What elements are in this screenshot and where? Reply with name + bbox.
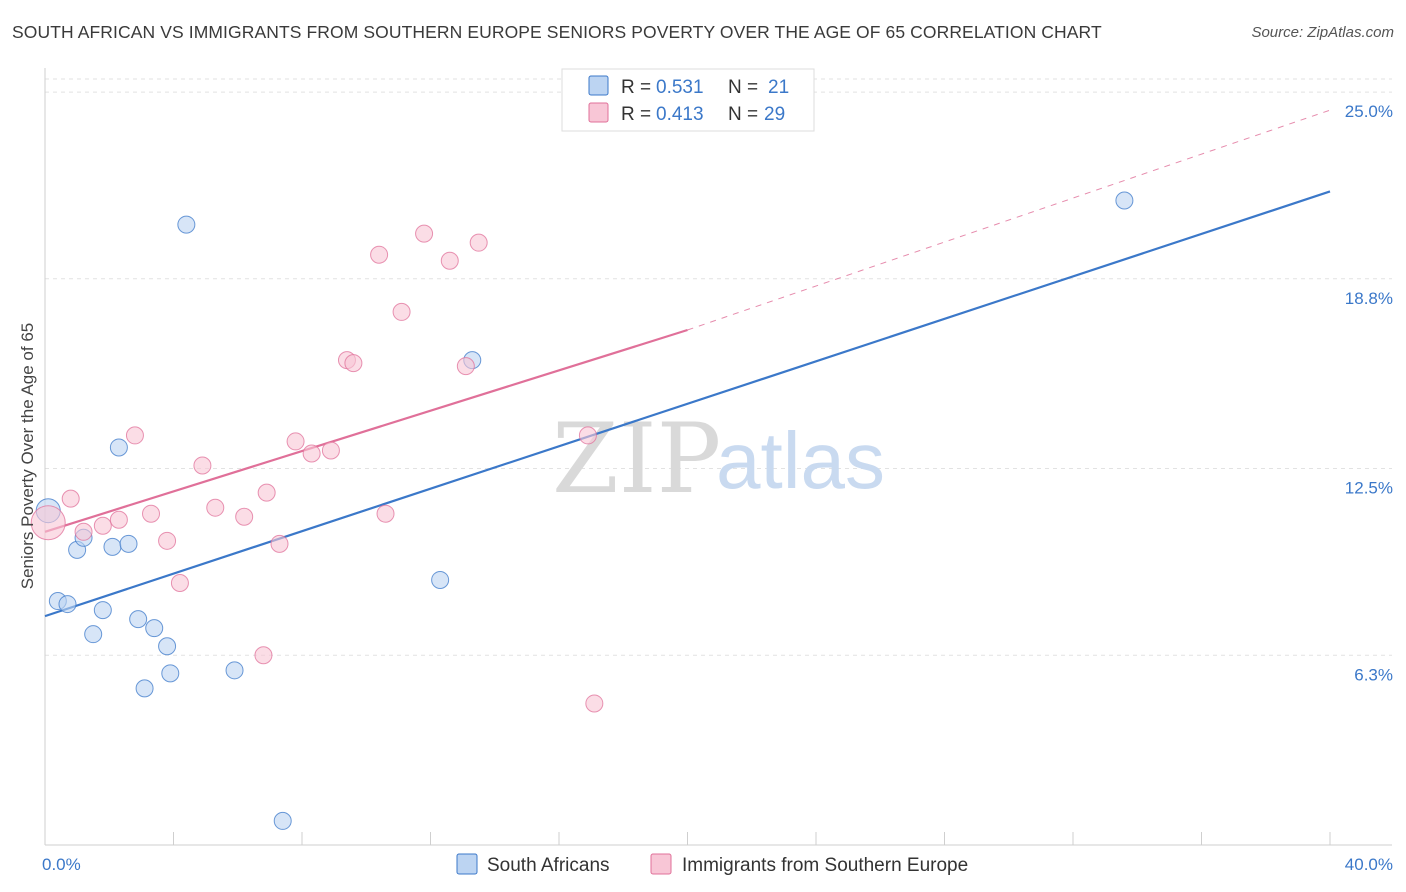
point-southern-europe-12 [254, 646, 273, 665]
point-southern-europe-1 [61, 489, 80, 508]
point-southern-europe-25 [456, 357, 475, 376]
point-southern-europe-2 [74, 522, 93, 541]
y-tick-label-3: 25.0% [1345, 102, 1393, 121]
point-south-africans-7 [103, 537, 122, 556]
point-south-africans-18 [431, 570, 450, 589]
point-southern-europe-27 [578, 426, 597, 445]
point-southern-europe-20 [370, 245, 389, 264]
point-southern-europe-15 [286, 432, 305, 451]
legend-row-2-n-label: N = [728, 104, 758, 125]
point-southern-europe-11 [235, 507, 254, 526]
legend-row-1-r-label: R = [621, 77, 651, 98]
point-south-africans-9 [119, 534, 138, 553]
point-south-africans-13 [158, 637, 177, 656]
x-tick-label-0: 0.0% [42, 855, 81, 874]
point-southern-europe-22 [392, 302, 411, 321]
legend-bottom-blue-swatch [456, 853, 478, 875]
chart-source: Source: ZipAtlas.com [1251, 24, 1394, 41]
trend-line-southern-europe-extension [687, 109, 1331, 331]
chart-title: SOUTH AFRICAN VS IMMIGRANTS FROM SOUTHER… [12, 22, 1102, 42]
point-southern-europe-28 [585, 694, 604, 713]
y-axis-label: Seniors Poverty Over the Age of 65 [18, 323, 37, 589]
legend-blue-swatch [588, 75, 609, 96]
grid-lines [45, 78, 1392, 656]
legend-bottom-label-southern-europe: Immigrants from Southern Europe [682, 855, 968, 876]
point-south-africans-10 [129, 610, 148, 629]
point-southern-europe-26 [469, 233, 488, 252]
point-southern-europe-8 [170, 573, 189, 592]
point-south-africans-11 [135, 679, 154, 698]
watermark-atlas: atlas [716, 416, 885, 505]
point-southern-europe-13 [257, 483, 276, 502]
legend-row-2-r-label: R = [621, 104, 651, 125]
point-southern-europe-21 [376, 504, 395, 523]
point-south-africans-16 [225, 661, 244, 680]
legend-bottom-pink-swatch [650, 853, 672, 875]
point-south-africans-6 [93, 601, 112, 620]
point-southern-europe-14 [270, 534, 289, 553]
trend-line-southern-europe [44, 328, 688, 533]
point-south-africans-8 [109, 438, 128, 457]
point-southern-europe-7 [158, 531, 177, 550]
point-south-africans-14 [161, 664, 180, 683]
point-south-africans-17 [273, 811, 292, 830]
point-southern-europe-16 [302, 444, 321, 463]
legend-row-1-n-value: 21 [768, 77, 789, 98]
legend-row-2-r-value: 0.413 [656, 104, 704, 125]
axes [44, 68, 1392, 846]
point-southern-europe-19 [344, 354, 363, 373]
y-tick-label-1: 12.5% [1345, 479, 1393, 498]
point-southern-europe-5 [125, 426, 144, 445]
point-southern-europe-0 [30, 505, 66, 541]
point-south-africans-2 [58, 595, 77, 614]
point-south-africans-15 [177, 215, 196, 234]
point-southern-europe-17 [321, 441, 340, 460]
point-south-africans-20 [1115, 191, 1134, 210]
watermark: ZIP atlas [552, 403, 885, 515]
trend-line-south-africans [44, 190, 1331, 618]
point-south-africans-12 [145, 619, 164, 638]
point-south-africans-5 [84, 625, 103, 644]
legend-pink-swatch [588, 102, 609, 123]
trend-lines [44, 109, 1331, 618]
point-southern-europe-24 [440, 251, 459, 270]
x-tick-label-1: 40.0% [1345, 855, 1393, 874]
legend-top: R = 0.531 N = 21 R = 0.413 N = 29 [561, 68, 815, 132]
data-points [30, 191, 1134, 830]
point-southern-europe-4 [109, 510, 128, 529]
legend-row-2-n-value: 29 [764, 104, 785, 125]
point-southern-europe-3 [93, 516, 112, 535]
legend-row-1-n-label: N = [728, 77, 758, 98]
point-southern-europe-10 [206, 498, 225, 517]
y-tick-label-0: 6.3% [1354, 665, 1393, 684]
legend-bottom-label-south-africans: South Africans [487, 855, 610, 876]
legend-bottom: South Africans Immigrants from Southern … [456, 853, 968, 876]
x-tick-labels: 0.0% 40.0% [42, 855, 1393, 874]
point-southern-europe-23 [415, 224, 434, 243]
point-southern-europe-6 [142, 504, 161, 523]
y-tick-labels: 6.3% 12.5% 18.8% 25.0% [1345, 102, 1393, 684]
y-tick-label-2: 18.8% [1345, 289, 1393, 308]
legend-row-1-r-value: 0.531 [656, 77, 704, 98]
point-southern-europe-9 [193, 456, 212, 475]
